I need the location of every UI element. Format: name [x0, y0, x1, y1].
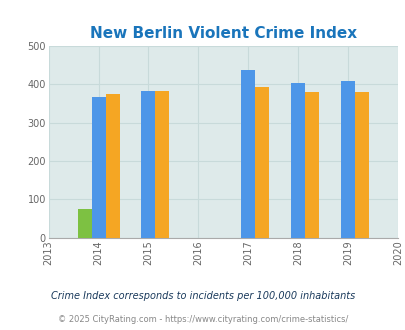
Bar	[304, 92, 318, 238]
Bar	[92, 97, 105, 238]
Text: Crime Index corresponds to incidents per 100,000 inhabitants: Crime Index corresponds to incidents per…	[51, 291, 354, 301]
Bar	[155, 91, 169, 238]
Title: New Berlin Violent Crime Index: New Berlin Violent Crime Index	[90, 26, 356, 41]
Bar	[141, 91, 155, 238]
Text: © 2025 CityRating.com - https://www.cityrating.com/crime-statistics/: © 2025 CityRating.com - https://www.city…	[58, 315, 347, 324]
Bar	[105, 94, 119, 238]
Bar	[255, 87, 269, 238]
Bar	[340, 82, 354, 238]
Bar	[241, 70, 255, 238]
Bar	[77, 209, 92, 238]
Bar	[354, 92, 368, 238]
Bar	[290, 82, 304, 238]
